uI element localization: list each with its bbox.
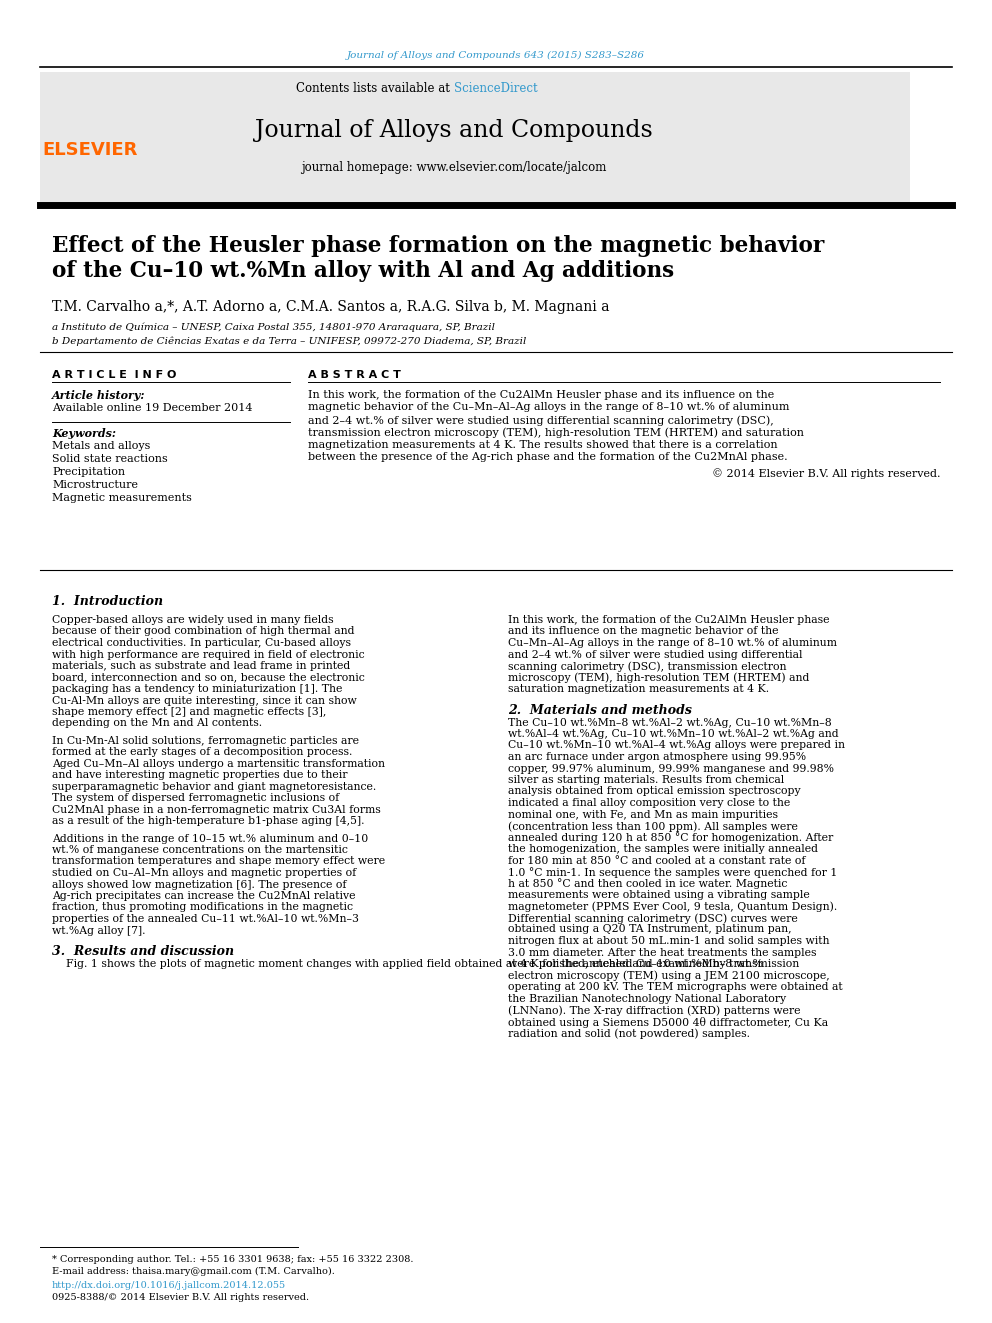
- Text: T.M. Carvalho a,*, A.T. Adorno a, C.M.A. Santos a, R.A.G. Silva b, M. Magnani a: T.M. Carvalho a,*, A.T. Adorno a, C.M.A.…: [52, 300, 609, 314]
- Text: analysis obtained from optical emission spectroscopy: analysis obtained from optical emission …: [508, 786, 801, 796]
- Text: shape memory effect [2] and magnetic effects [3],: shape memory effect [2] and magnetic eff…: [52, 706, 326, 717]
- Text: board, interconnection and so on, because the electronic: board, interconnection and so on, becaus…: [52, 672, 365, 683]
- Text: obtained using a Q20 TA Instrument, platinum pan,: obtained using a Q20 TA Instrument, plat…: [508, 925, 792, 934]
- Text: http://dx.doi.org/10.1016/j.jallcom.2014.12.055: http://dx.doi.org/10.1016/j.jallcom.2014…: [52, 1281, 286, 1290]
- Text: E-mail address: thaisa.mary@gmail.com (T.M. Carvalho).: E-mail address: thaisa.mary@gmail.com (T…: [52, 1267, 335, 1277]
- Text: Magnetic measurements: Magnetic measurements: [52, 493, 191, 503]
- Text: wt.% of manganese concentrations on the martensitic: wt.% of manganese concentrations on the …: [52, 845, 348, 855]
- Text: copper, 99.97% aluminum, 99.99% manganese and 99.98%: copper, 99.97% aluminum, 99.99% manganes…: [508, 763, 834, 774]
- Text: (concentration less than 100 ppm). All samples were: (concentration less than 100 ppm). All s…: [508, 822, 798, 832]
- Text: A B S T R A C T: A B S T R A C T: [308, 370, 401, 380]
- Text: transmission electron microscopy (TEM), high-resolution TEM (HRTEM) and saturati: transmission electron microscopy (TEM), …: [308, 427, 804, 438]
- Text: 3.0 mm diameter. After the heat treatments the samples: 3.0 mm diameter. After the heat treatmen…: [508, 947, 816, 958]
- Text: (LNNano). The X-ray diffraction (XRD) patterns were: (LNNano). The X-ray diffraction (XRD) pa…: [508, 1005, 801, 1016]
- Text: magnetometer (PPMS Ever Cool, 9 tesla, Quantum Design).: magnetometer (PPMS Ever Cool, 9 tesla, Q…: [508, 901, 837, 912]
- Text: Article history:: Article history:: [52, 390, 146, 401]
- Text: Additions in the range of 10–15 wt.% aluminum and 0–10: Additions in the range of 10–15 wt.% alu…: [52, 833, 368, 844]
- Text: scanning calorimetry (DSC), transmission electron: scanning calorimetry (DSC), transmission…: [508, 662, 787, 672]
- Text: magnetization measurements at 4 K. The results showed that there is a correlatio: magnetization measurements at 4 K. The r…: [308, 441, 778, 450]
- Text: operating at 200 kV. The TEM micrographs were obtained at: operating at 200 kV. The TEM micrographs…: [508, 982, 842, 992]
- Text: an arc furnace under argon atmosphere using 99.95%: an arc furnace under argon atmosphere us…: [508, 751, 806, 762]
- Text: and its influence on the magnetic behavior of the: and its influence on the magnetic behavi…: [508, 627, 779, 636]
- Text: journal homepage: www.elsevier.com/locate/jalcom: journal homepage: www.elsevier.com/locat…: [302, 161, 607, 175]
- Text: ELSEVIER: ELSEVIER: [43, 142, 138, 159]
- Text: Copper-based alloys are widely used in many fields: Copper-based alloys are widely used in m…: [52, 615, 333, 624]
- Text: depending on the Mn and Al contents.: depending on the Mn and Al contents.: [52, 718, 262, 729]
- Text: properties of the annealed Cu–11 wt.%Al–10 wt.%Mn–3: properties of the annealed Cu–11 wt.%Al–…: [52, 914, 359, 923]
- Text: b Departamento de Ciências Exatas e da Terra – UNIFESP, 09972-270 Diadema, SP, B: b Departamento de Ciências Exatas e da T…: [52, 336, 527, 345]
- Text: because of their good combination of high thermal and: because of their good combination of hig…: [52, 627, 354, 636]
- Text: In Cu-Mn-Al solid solutions, ferromagnetic particles are: In Cu-Mn-Al solid solutions, ferromagnet…: [52, 736, 359, 746]
- Text: Solid state reactions: Solid state reactions: [52, 454, 168, 464]
- Text: Journal of Alloys and Compounds: Journal of Alloys and Compounds: [255, 119, 653, 142]
- Text: the homogenization, the samples were initially annealed: the homogenization, the samples were ini…: [508, 844, 818, 855]
- Text: measurements were obtained using a vibrating sample: measurements were obtained using a vibra…: [508, 890, 809, 900]
- Text: wt.%Al–4 wt.%Ag, Cu–10 wt.%Mn–10 wt.%Al–2 wt.%Ag and: wt.%Al–4 wt.%Ag, Cu–10 wt.%Mn–10 wt.%Al–…: [508, 729, 838, 740]
- Text: Cu2MnAl phase in a non-ferromagnetic matrix Cu3Al forms: Cu2MnAl phase in a non-ferromagnetic mat…: [52, 804, 381, 815]
- Text: were polished, etched and examined by transmission: were polished, etched and examined by tr…: [508, 959, 800, 968]
- Text: nominal one, with Fe, and Mn as main impurities: nominal one, with Fe, and Mn as main imp…: [508, 810, 778, 819]
- Text: saturation magnetization measurements at 4 K.: saturation magnetization measurements at…: [508, 684, 769, 695]
- Text: ScienceDirect: ScienceDirect: [454, 82, 538, 94]
- Text: packaging has a tendency to miniaturization [1]. The: packaging has a tendency to miniaturizat…: [52, 684, 342, 695]
- Text: 1.0 °C min-1. In sequence the samples were quenched for 1: 1.0 °C min-1. In sequence the samples we…: [508, 867, 837, 878]
- Text: © 2014 Elsevier B.V. All rights reserved.: © 2014 Elsevier B.V. All rights reserved…: [711, 468, 940, 479]
- Text: microscopy (TEM), high-resolution TEM (HRTEM) and: microscopy (TEM), high-resolution TEM (H…: [508, 672, 809, 683]
- Text: The system of dispersed ferromagnetic inclusions of: The system of dispersed ferromagnetic in…: [52, 794, 339, 803]
- Text: the Brazilian Nanotechnology National Laboratory: the Brazilian Nanotechnology National La…: [508, 994, 786, 1004]
- Text: Differential scanning calorimetry (DSC) curves were: Differential scanning calorimetry (DSC) …: [508, 913, 798, 923]
- Text: * Corresponding author. Tel.: +55 16 3301 9638; fax: +55 16 3322 2308.: * Corresponding author. Tel.: +55 16 330…: [52, 1256, 414, 1263]
- Text: In this work, the formation of the Cu2AlMn Heusler phase: In this work, the formation of the Cu2Al…: [508, 615, 829, 624]
- Text: A R T I C L E  I N F O: A R T I C L E I N F O: [52, 370, 177, 380]
- Text: studied on Cu–Al–Mn alloys and magnetic properties of: studied on Cu–Al–Mn alloys and magnetic …: [52, 868, 356, 878]
- Text: 2.  Materials and methods: 2. Materials and methods: [508, 704, 691, 717]
- Text: Effect of the Heusler phase formation on the magnetic behavior: Effect of the Heusler phase formation on…: [52, 235, 824, 257]
- Text: The Cu–10 wt.%Mn–8 wt.%Al–2 wt.%Ag, Cu–10 wt.%Mn–8: The Cu–10 wt.%Mn–8 wt.%Al–2 wt.%Ag, Cu–1…: [508, 717, 831, 728]
- Text: h at 850 °C and then cooled in ice water. Magnetic: h at 850 °C and then cooled in ice water…: [508, 878, 788, 889]
- Text: Keywords:: Keywords:: [52, 429, 116, 439]
- Text: a Instituto de Química – UNESP, Caixa Postal 355, 14801-970 Araraquara, SP, Braz: a Instituto de Química – UNESP, Caixa Po…: [52, 323, 495, 332]
- Text: alloys showed low magnetization [6]. The presence of: alloys showed low magnetization [6]. The…: [52, 880, 346, 889]
- Text: Cu–10 wt.%Mn–10 wt.%Al–4 wt.%Ag alloys were prepared in: Cu–10 wt.%Mn–10 wt.%Al–4 wt.%Ag alloys w…: [508, 741, 845, 750]
- Text: Cu–Mn–Al–Ag alloys in the range of 8–10 wt.% of aluminum: Cu–Mn–Al–Ag alloys in the range of 8–10 …: [508, 638, 837, 648]
- Text: as a result of the high-temperature b1-phase aging [4,5].: as a result of the high-temperature b1-p…: [52, 816, 364, 827]
- Text: 3.  Results and discussion: 3. Results and discussion: [52, 945, 234, 958]
- Text: Aged Cu–Mn–Al alloys undergo a martensitic transformation: Aged Cu–Mn–Al alloys undergo a martensit…: [52, 759, 385, 769]
- Text: Cu-Al-Mn alloys are quite interesting, since it can show: Cu-Al-Mn alloys are quite interesting, s…: [52, 696, 357, 705]
- Text: Metals and alloys: Metals and alloys: [52, 441, 151, 451]
- Text: transformation temperatures and shape memory effect were: transformation temperatures and shape me…: [52, 856, 385, 867]
- Text: wt.%Ag alloy [7].: wt.%Ag alloy [7].: [52, 926, 146, 935]
- Text: radiation and solid (not powdered) samples.: radiation and solid (not powdered) sampl…: [508, 1028, 750, 1039]
- Text: formed at the early stages of a decomposition process.: formed at the early stages of a decompos…: [52, 747, 352, 757]
- Text: and have interesting magnetic properties due to their: and have interesting magnetic properties…: [52, 770, 347, 781]
- Text: obtained using a Siemens D5000 4θ diffractometer, Cu Ka: obtained using a Siemens D5000 4θ diffra…: [508, 1016, 828, 1028]
- Text: Microstructure: Microstructure: [52, 480, 138, 490]
- Text: In this work, the formation of the Cu2AlMn Heusler phase and its influence on th: In this work, the formation of the Cu2Al…: [308, 390, 774, 400]
- Text: fraction, thus promoting modifications in the magnetic: fraction, thus promoting modifications i…: [52, 902, 353, 913]
- Text: between the presence of the Ag-rich phase and the formation of the Cu2MnAl phase: between the presence of the Ag-rich phas…: [308, 452, 788, 463]
- Bar: [40, 71, 910, 202]
- Text: magnetic behavior of the Cu–Mn–Al–Ag alloys in the range of 8–10 wt.% of aluminu: magnetic behavior of the Cu–Mn–Al–Ag all…: [308, 402, 790, 413]
- Text: Precipitation: Precipitation: [52, 467, 125, 478]
- Text: for 180 min at 850 °C and cooled at a constant rate of: for 180 min at 850 °C and cooled at a co…: [508, 856, 806, 865]
- Text: Contents lists available at: Contents lists available at: [297, 82, 454, 94]
- Text: 0925-8388/© 2014 Elsevier B.V. All rights reserved.: 0925-8388/© 2014 Elsevier B.V. All right…: [52, 1293, 310, 1302]
- Text: electrical conductivities. In particular, Cu-based alloys: electrical conductivities. In particular…: [52, 638, 351, 648]
- Text: nitrogen flux at about 50 mL.min-1 and solid samples with: nitrogen flux at about 50 mL.min-1 and s…: [508, 935, 829, 946]
- Text: of the Cu–10 wt.%Mn alloy with Al and Ag additions: of the Cu–10 wt.%Mn alloy with Al and Ag…: [52, 261, 675, 282]
- Text: silver as starting materials. Results from chemical: silver as starting materials. Results fr…: [508, 775, 785, 785]
- Text: materials, such as substrate and lead frame in printed: materials, such as substrate and lead fr…: [52, 662, 350, 671]
- Text: Journal of Alloys and Compounds 643 (2015) S283–S286: Journal of Alloys and Compounds 643 (201…: [347, 50, 645, 60]
- Text: Ag-rich precipitates can increase the Cu2MnAl relative: Ag-rich precipitates can increase the Cu…: [52, 890, 355, 901]
- Text: indicated a final alloy composition very close to the: indicated a final alloy composition very…: [508, 798, 791, 808]
- Text: Available online 19 December 2014: Available online 19 December 2014: [52, 404, 253, 413]
- Text: with high performance are required in field of electronic: with high performance are required in fi…: [52, 650, 365, 659]
- Text: electron microscopy (TEM) using a JEM 2100 microscope,: electron microscopy (TEM) using a JEM 21…: [508, 971, 829, 982]
- Text: 1.  Introduction: 1. Introduction: [52, 595, 163, 609]
- Text: annealed during 120 h at 850 °C for homogenization. After: annealed during 120 h at 850 °C for homo…: [508, 832, 833, 843]
- Text: superparamagnetic behavior and giant magnetoresistance.: superparamagnetic behavior and giant mag…: [52, 782, 376, 791]
- Text: and 2–4 wt.% of silver were studied using differential: and 2–4 wt.% of silver were studied usin…: [508, 650, 803, 659]
- Text: Fig. 1 shows the plots of magnetic moment changes with applied field obtained at: Fig. 1 shows the plots of magnetic momen…: [52, 959, 763, 968]
- Text: and 2–4 wt.% of silver were studied using differential scanning calorimetry (DSC: and 2–4 wt.% of silver were studied usin…: [308, 415, 774, 426]
